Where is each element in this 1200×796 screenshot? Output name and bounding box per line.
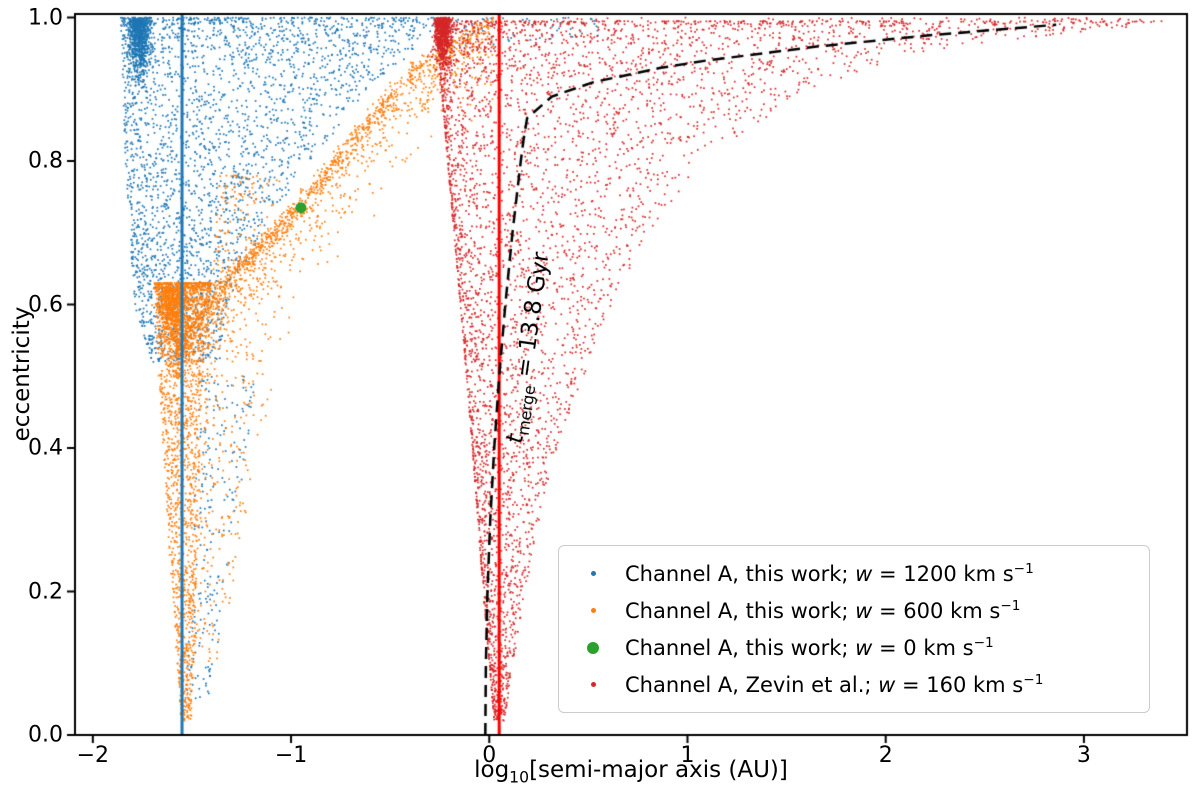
y-axis-label-text: eccentricity [9,306,35,442]
legend-item: Channel A, Zevin et al.; w = 160 km s−1 [559,666,1149,703]
legend-marker-dot-icon [590,571,596,576]
x-tick-label: −2 [76,743,110,768]
legend-marker-dot-icon [590,682,596,687]
y-axis-label: eccentricity [9,307,35,442]
legend-marker-dot-icon [587,641,599,654]
legend-label: Channel A, this work; w = 600 km s−1 [625,598,1021,623]
legend-marker-box [575,682,611,687]
x-tick-label: 3 [1076,743,1091,768]
legend-item: Channel A, this work; w = 1200 km s−1 [559,555,1149,592]
x-axis-label-post: [semi-major axis (AU)] [529,757,788,783]
x-tick-label: 0 [482,743,497,768]
y-tick-label: 0.0 [28,722,63,748]
y-tick-label: 0.8 [28,148,63,174]
x-tick-label: 1 [680,743,695,768]
legend-marker-box [575,608,611,613]
x-tick-label: −1 [274,743,308,768]
legend-marker-box [575,571,611,576]
x-axis-label: log10[semi-major axis (AU)] [474,757,788,787]
legend: Channel A, this work; w = 1200 km s−1 Cha… [558,545,1150,713]
legend-marker-box [575,641,611,654]
y-tick-label: 0.2 [28,579,63,605]
legend-label: Channel A, Zevin et al.; w = 160 km s−1 [625,672,1044,697]
x-axis-label-pre: log [474,757,510,783]
y-tick-label: 0.4 [28,435,63,461]
legend-label: Channel A, this work; w = 1200 km s−1 [625,561,1034,586]
legend-item: Channel A, this work; w = 0 km s−1 [559,629,1149,666]
x-tick-label: 2 [878,743,893,768]
y-tick-label: 1.0 [28,5,63,31]
y-tick-label: 0.6 [28,292,63,318]
legend-marker-dot-icon [590,608,596,613]
x-axis-label-sub: 10 [509,767,530,787]
legend-label: Channel A, this work; w = 0 km s−1 [625,635,994,660]
legend-item: Channel A, this work; w = 600 km s−1 [559,592,1149,629]
